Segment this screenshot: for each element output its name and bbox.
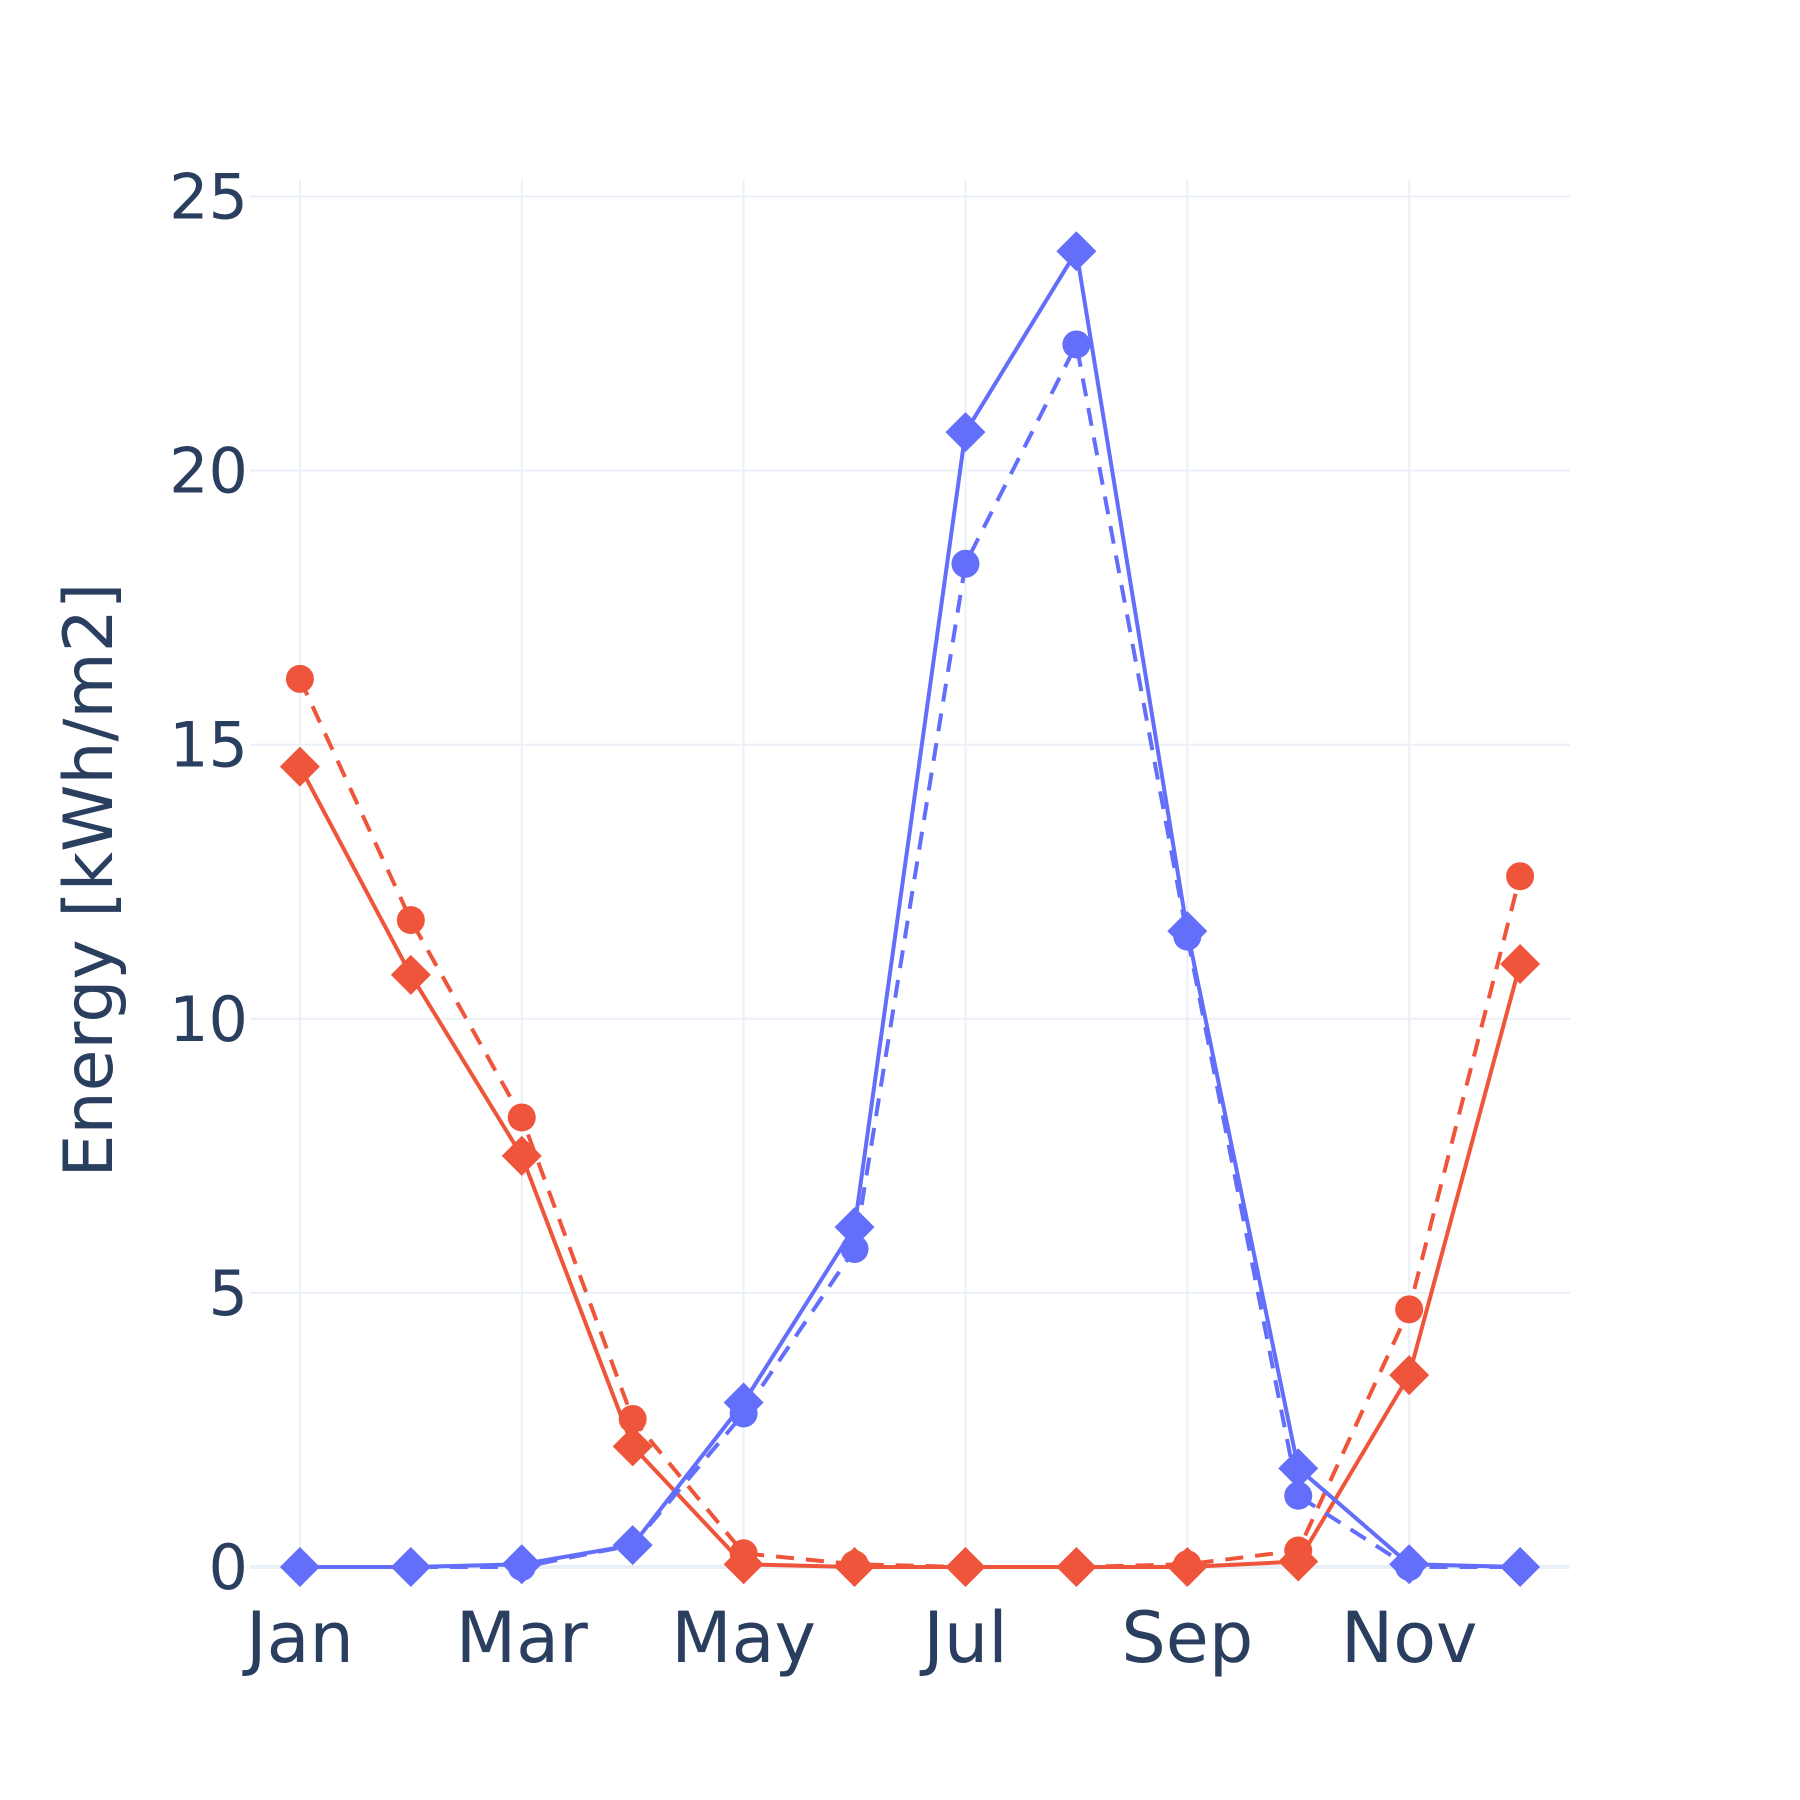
series-line: [299, 342, 1521, 1569]
data-point: [1062, 330, 1091, 359]
series-1: [279, 746, 1541, 1587]
y-axis-ticks: 0 5 10 15 20 25: [169, 160, 248, 1604]
data-point: [618, 1531, 647, 1560]
x-tick-label: Jan: [242, 1597, 354, 1679]
data-point: [1056, 231, 1097, 272]
data-point: [1062, 1553, 1091, 1581]
data-point: [951, 549, 980, 578]
data-point: [507, 1553, 536, 1581]
data-point: [390, 954, 431, 995]
grid: [250, 180, 1570, 1569]
data-point: [951, 1553, 980, 1581]
data-point: [840, 1550, 869, 1579]
data-point: [945, 412, 986, 453]
y-axis-title: Energy [kWh/m2]: [50, 583, 129, 1178]
data-point: [840, 1235, 869, 1264]
data-point: [1278, 1448, 1319, 1489]
data-point: [1284, 1536, 1313, 1565]
series-3: [279, 231, 1541, 1587]
data-point: [729, 1539, 758, 1568]
y-tick-label: 0: [209, 1531, 248, 1604]
data-point: [1173, 922, 1202, 951]
data-point: [285, 664, 314, 693]
data-point: [285, 1553, 314, 1581]
data-point: [1506, 1553, 1535, 1581]
y-tick-label: 25: [169, 160, 248, 233]
x-tick-label: Nov: [1341, 1597, 1478, 1679]
data-point: [1173, 1550, 1202, 1579]
series-4: [285, 330, 1535, 1581]
series-line: [299, 249, 1521, 1569]
data-point: [396, 906, 425, 935]
data-point: [1395, 1553, 1424, 1581]
data-point: [729, 1399, 758, 1428]
y-tick-label: 5: [209, 1257, 248, 1330]
data-point: [1395, 1295, 1424, 1324]
series-line: [298, 678, 1523, 1569]
x-tick-label: Mar: [456, 1597, 588, 1679]
series-layer: [279, 231, 1541, 1587]
data-point: [279, 746, 320, 787]
data-point: [1389, 1355, 1430, 1396]
data-point: [1284, 1481, 1313, 1510]
y-tick-label: 20: [169, 435, 248, 508]
y-tick-label: 15: [169, 709, 248, 782]
data-point: [507, 1103, 536, 1132]
series-2: [285, 664, 1535, 1581]
data-point: [396, 1553, 425, 1581]
data-point: [1506, 862, 1535, 891]
x-axis-ticks: Jan Mar May Jul Sep Nov: [242, 1597, 1478, 1679]
data-point: [1500, 943, 1541, 984]
x-tick-label: Sep: [1121, 1597, 1253, 1679]
series-line: [298, 765, 1523, 1569]
data-point: [501, 1135, 542, 1176]
x-tick-label: May: [671, 1597, 816, 1679]
data-point: [618, 1404, 647, 1433]
y-tick-label: 10: [169, 983, 248, 1056]
x-tick-label: Jul: [919, 1597, 1007, 1679]
data-point: [612, 1426, 653, 1467]
data-point: [834, 1207, 875, 1248]
